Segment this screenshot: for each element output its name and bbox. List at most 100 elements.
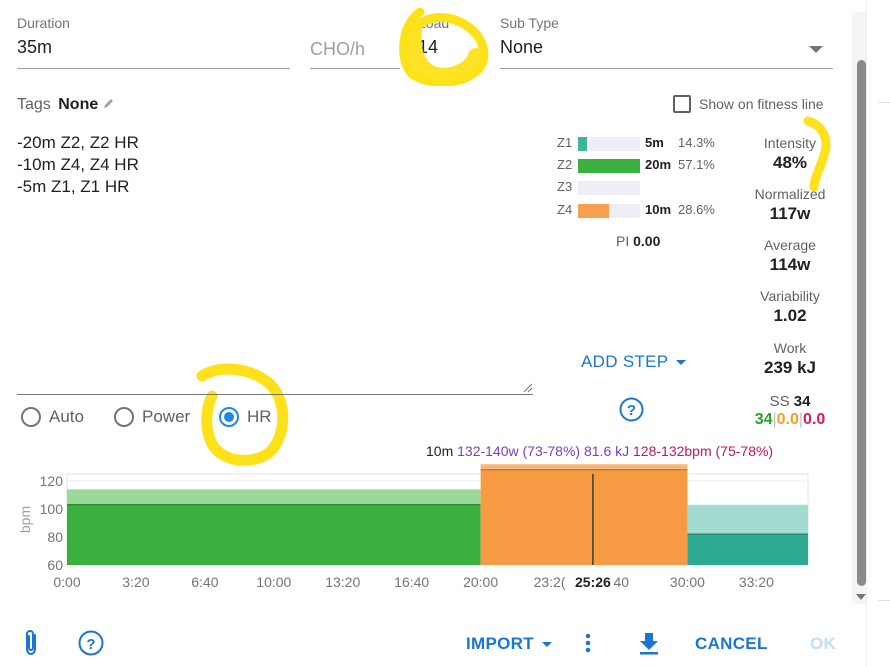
- chevron-down-icon: [809, 46, 823, 53]
- stat-ss: SS 34 34|0.0|0.0: [754, 393, 826, 428]
- svg-text:?: ?: [627, 402, 636, 419]
- zone-name: Z3: [557, 179, 573, 194]
- add-step-button[interactable]: ADD STEP: [581, 352, 687, 372]
- x-tick-label: 30:00: [670, 574, 705, 590]
- import-button[interactable]: IMPORT: [466, 634, 552, 654]
- background-divider: [878, 102, 890, 103]
- x-tick-label: 33:20: [739, 574, 774, 590]
- caret-down-icon: [676, 359, 687, 365]
- background-panel-edge: [866, 0, 890, 667]
- stat-label: Average: [764, 237, 816, 253]
- cancel-button[interactable]: CANCEL: [695, 634, 768, 654]
- zone-row-z3: Z3: [557, 178, 727, 196]
- chart-segment-bar: [67, 504, 481, 565]
- stat-value: 117w: [769, 204, 811, 223]
- checkbox-box[interactable]: [673, 95, 691, 113]
- ss-part-red: 0.0: [803, 411, 826, 428]
- load-field[interactable]: Load 14: [418, 15, 484, 69]
- pencil-icon[interactable]: [103, 97, 115, 109]
- load-value: 14: [418, 37, 439, 57]
- zone-bar-track: [578, 137, 640, 151]
- duration-field[interactable]: Duration 35m: [17, 15, 290, 69]
- chart-segment-range: [687, 504, 808, 535]
- description-line: -10m Z4, Z4 HR: [17, 155, 139, 174]
- stat-value: 48%: [772, 153, 808, 172]
- zone-name: Z1: [557, 135, 573, 150]
- stat-normalized: Normalized 117w: [742, 186, 838, 224]
- duration-value: 35m: [17, 37, 53, 57]
- tags-row[interactable]: Tags None: [17, 96, 115, 114]
- radio-label: HR: [247, 407, 272, 426]
- attachment-icon[interactable]: [22, 629, 42, 657]
- radio-power[interactable]: Power: [114, 403, 190, 431]
- chart-segment-range: [67, 489, 481, 505]
- fitness-line-checkbox[interactable]: Show on fitness line: [673, 95, 824, 113]
- zone-duration: 5m: [645, 135, 664, 150]
- zone-bar: [578, 137, 587, 151]
- cancel-label: CANCEL: [695, 634, 768, 653]
- stat-intensity: Intensity 48%: [742, 135, 838, 173]
- radio-circle[interactable]: [114, 407, 134, 427]
- subtype-select[interactable]: Sub Type None: [500, 15, 833, 69]
- stat-value: 114w: [769, 255, 811, 274]
- zone-bar-track: [578, 204, 640, 218]
- radio-circle[interactable]: [219, 407, 239, 427]
- radio-hr[interactable]: HR: [219, 403, 272, 431]
- zone-name: Z4: [557, 202, 573, 217]
- zone-row-z1: Z1 5m 14.3%: [557, 134, 727, 152]
- scroll-down-icon[interactable]: [856, 594, 866, 601]
- x-tick-label: 3:20: [122, 574, 149, 590]
- zone-duration: 10m: [645, 202, 672, 217]
- help-icon[interactable]: ?: [78, 630, 104, 656]
- ok-button[interactable]: OK: [810, 634, 836, 654]
- description-line: -5m Z1, Z1 HR: [17, 177, 130, 196]
- fitness-line-label: Show on fitness line: [699, 96, 824, 112]
- zone-percent: 14.3%: [678, 135, 715, 150]
- x-tick-label: 13:20: [325, 574, 360, 590]
- radio-auto[interactable]: Auto: [21, 403, 84, 431]
- stat-label: Variability: [760, 288, 820, 304]
- pi-readout: PI 0.00: [616, 233, 660, 249]
- chart-segment-bar: [480, 469, 688, 565]
- subtype-value: None: [500, 37, 544, 57]
- x-tick-label: 23:2(: [534, 574, 566, 590]
- svg-text:?: ?: [86, 636, 95, 653]
- stat-work: Work 239 kJ: [742, 340, 838, 378]
- zone-row-z4: Z4 10m 28.6%: [557, 201, 727, 219]
- x-tick-label: 40: [613, 574, 629, 590]
- description-textarea[interactable]: -20m Z2, Z2 HR -10m Z4, Z4 HR -5m Z1, Z1…: [17, 132, 533, 395]
- scrollbar-thumb[interactable]: [857, 60, 866, 586]
- stat-variability: Variability 1.02: [742, 288, 838, 326]
- chart-segment-range: [480, 464, 688, 470]
- y-tick-label: 120: [40, 473, 64, 489]
- x-tick-label: 20:00: [463, 574, 498, 590]
- y-tick-label: 60: [47, 557, 63, 573]
- chart-segment-bar: [687, 534, 808, 565]
- x-tick-label: 0:00: [53, 574, 80, 590]
- zone-name: Z2: [557, 157, 573, 172]
- description-line: -20m Z2, Z2 HR: [17, 133, 139, 152]
- duration-label: Duration: [17, 15, 70, 31]
- radio-circle[interactable]: [21, 407, 41, 427]
- download-icon[interactable]: [638, 631, 660, 655]
- x-tick-label: 16:40: [394, 574, 429, 590]
- more-vert-icon[interactable]: [584, 632, 592, 654]
- x-tick-label: 6:40: [191, 574, 218, 590]
- workout-chart[interactable]: 60 80 100 120 bpm 0:00 3:20 6:40 10:00 13:20 16:40…: [0, 462, 830, 598]
- step-summary: 10m 132-140w (73-78%) 81.6 kJ 128-132bpm…: [426, 443, 773, 459]
- import-label: IMPORT: [466, 634, 534, 653]
- cho-placeholder: CHO/h: [310, 39, 366, 59]
- zone-bar-track: [578, 181, 640, 195]
- cho-field[interactable]: CHO/h: [310, 15, 400, 69]
- ok-label: OK: [810, 634, 837, 653]
- x-tick-label: 25:26: [575, 574, 611, 590]
- help-icon[interactable]: ?: [619, 397, 644, 422]
- load-label: Load: [418, 15, 450, 31]
- summary-hr: 128-132bpm (75-78%): [633, 443, 774, 459]
- zone-percent: 28.6%: [678, 202, 715, 217]
- zone-bar: [578, 204, 609, 218]
- resize-handle-icon[interactable]: [523, 383, 533, 393]
- background-divider: [878, 600, 890, 601]
- zone-bar-track: [578, 159, 640, 173]
- zone-bar: [578, 159, 640, 173]
